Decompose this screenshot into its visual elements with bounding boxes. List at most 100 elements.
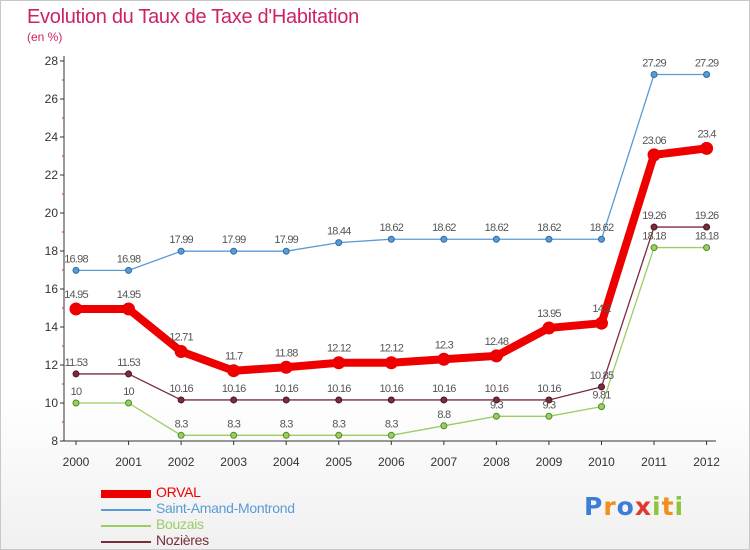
data-label-nozieres: 10.16: [537, 383, 561, 395]
x-tick-label: 2008: [483, 455, 510, 469]
legend-label: Saint-Amand-Montrond: [156, 500, 295, 516]
chart-title: Evolution du Taux de Taxe d'Habitation: [27, 6, 359, 28]
data-point-orval: [542, 321, 556, 335]
data-label-nozieres: 19.26: [695, 210, 719, 222]
data-label-nozieres: 10.16: [274, 383, 298, 395]
legend-label: ORVAL: [156, 484, 201, 500]
data-point-nozieres: [177, 396, 185, 404]
data-point-nozieres: [230, 396, 238, 404]
data-point-nozieres: [598, 383, 605, 391]
brand-logo: Proxiti: [584, 492, 684, 521]
x-tick-label: 2006: [378, 455, 405, 469]
data-point-saint-amand-montrond: [440, 235, 448, 243]
x-tick-label: 2001: [115, 455, 142, 469]
data-label-orval: 11.7: [225, 351, 243, 363]
data-point-saint-amand-montrond: [650, 70, 658, 78]
legend-label: Nozières: [156, 532, 209, 548]
data-point-saint-amand-montrond: [492, 235, 500, 243]
data-point-saint-amand-montrond: [703, 70, 711, 78]
data-point-orval: [122, 302, 136, 316]
data-point-orval: [69, 302, 83, 316]
data-label-saint-amand-montrond: 27.29: [695, 57, 719, 69]
data-label-nozieres: 10.16: [222, 383, 246, 395]
data-point-bouzais: [545, 412, 553, 420]
data-label-orval: 11.88: [275, 347, 298, 359]
data-label-saint-amand-montrond: 18.62: [537, 222, 561, 234]
data-point-orval: [384, 356, 398, 370]
y-tick-label: 16: [45, 282, 59, 296]
legend-swatch: [101, 541, 151, 543]
data-point-nozieres: [650, 223, 658, 231]
data-point-bouzais: [230, 431, 238, 439]
y-tick-label: 28: [45, 54, 59, 68]
data-label-nozieres: 10.16: [485, 383, 509, 395]
y-axis-label: (en %): [27, 30, 63, 44]
data-label-orval: 12.12: [327, 343, 351, 355]
data-point-saint-amand-montrond: [177, 247, 185, 255]
data-label-saint-amand-montrond: 27.29: [642, 57, 666, 69]
data-label-nozieres: 10.16: [432, 383, 456, 395]
data-point-nozieres: [282, 396, 290, 404]
x-tick-label: 2010: [588, 455, 615, 469]
data-label-nozieres: 10.16: [327, 383, 351, 395]
data-label-bouzais: 8.3: [227, 418, 241, 430]
data-label-orval: 14.2: [592, 303, 611, 315]
data-label-orval: 12.3: [435, 339, 454, 351]
data-point-saint-amand-montrond: [282, 247, 290, 255]
data-point-orval: [489, 349, 503, 363]
data-point-saint-amand-montrond: [387, 235, 395, 243]
data-point-saint-amand-montrond: [230, 247, 238, 255]
data-label-orval: 14.95: [117, 289, 141, 301]
data-point-orval: [647, 148, 661, 162]
data-label-saint-amand-montrond: 16.98: [117, 253, 141, 265]
y-tick-label: 8: [51, 434, 58, 448]
y-tick-label: 26: [45, 92, 59, 106]
data-point-orval: [279, 360, 293, 374]
data-point-nozieres: [492, 396, 500, 404]
y-tick-label: 22: [45, 168, 59, 182]
data-label-bouzais: 8.8: [437, 409, 451, 421]
legend-swatch: [101, 509, 151, 511]
data-point-nozieres: [387, 396, 395, 404]
data-point-nozieres: [335, 396, 343, 404]
y-tick-label: 14: [45, 320, 59, 334]
data-label-saint-amand-montrond: 17.99: [169, 234, 193, 246]
data-point-bouzais: [598, 403, 605, 411]
x-tick-label: 2007: [430, 455, 457, 469]
y-tick-label: 24: [45, 130, 59, 144]
y-tick-label: 12: [45, 358, 59, 372]
data-point-orval: [174, 345, 188, 359]
data-label-orval: 12.48: [485, 336, 509, 348]
data-label-orval: 14.95: [64, 289, 88, 301]
data-point-orval: [332, 356, 346, 370]
brand-letter: x: [634, 492, 652, 521]
data-point-saint-amand-montrond: [335, 239, 343, 247]
data-point-bouzais: [335, 431, 343, 439]
x-tick-label: 2009: [536, 455, 563, 469]
data-label-nozieres: 11.53: [65, 357, 88, 369]
data-point-orval: [595, 316, 608, 330]
data-label-saint-amand-montrond: 18.62: [590, 222, 614, 234]
data-label-saint-amand-montrond: 17.99: [222, 234, 246, 246]
data-point-saint-amand-montrond: [72, 266, 80, 274]
brand-letter: t: [661, 492, 675, 521]
data-label-bouzais: 8.3: [332, 418, 346, 430]
data-label-saint-amand-montrond: 18.62: [485, 222, 509, 234]
brand-letter: P: [584, 492, 604, 521]
data-point-saint-amand-montrond: [125, 266, 133, 274]
data-label-orval: 13.95: [537, 308, 561, 320]
data-label-bouzais: 18.18: [695, 231, 719, 243]
data-label-orval: 23.06: [642, 135, 666, 147]
data-point-orval: [227, 364, 241, 378]
data-label-bouzais: 8.3: [280, 418, 294, 430]
data-label-saint-amand-montrond: 18.62: [380, 222, 404, 234]
data-label-saint-amand-montrond: 18.62: [432, 222, 456, 234]
data-label-orval: 12.12: [380, 343, 404, 355]
data-label-bouzais: 8.3: [385, 418, 399, 430]
data-point-bouzais: [177, 431, 185, 439]
data-label-orval: 12.71: [169, 332, 193, 344]
y-tick-label: 18: [45, 244, 59, 258]
data-point-orval: [700, 141, 714, 155]
